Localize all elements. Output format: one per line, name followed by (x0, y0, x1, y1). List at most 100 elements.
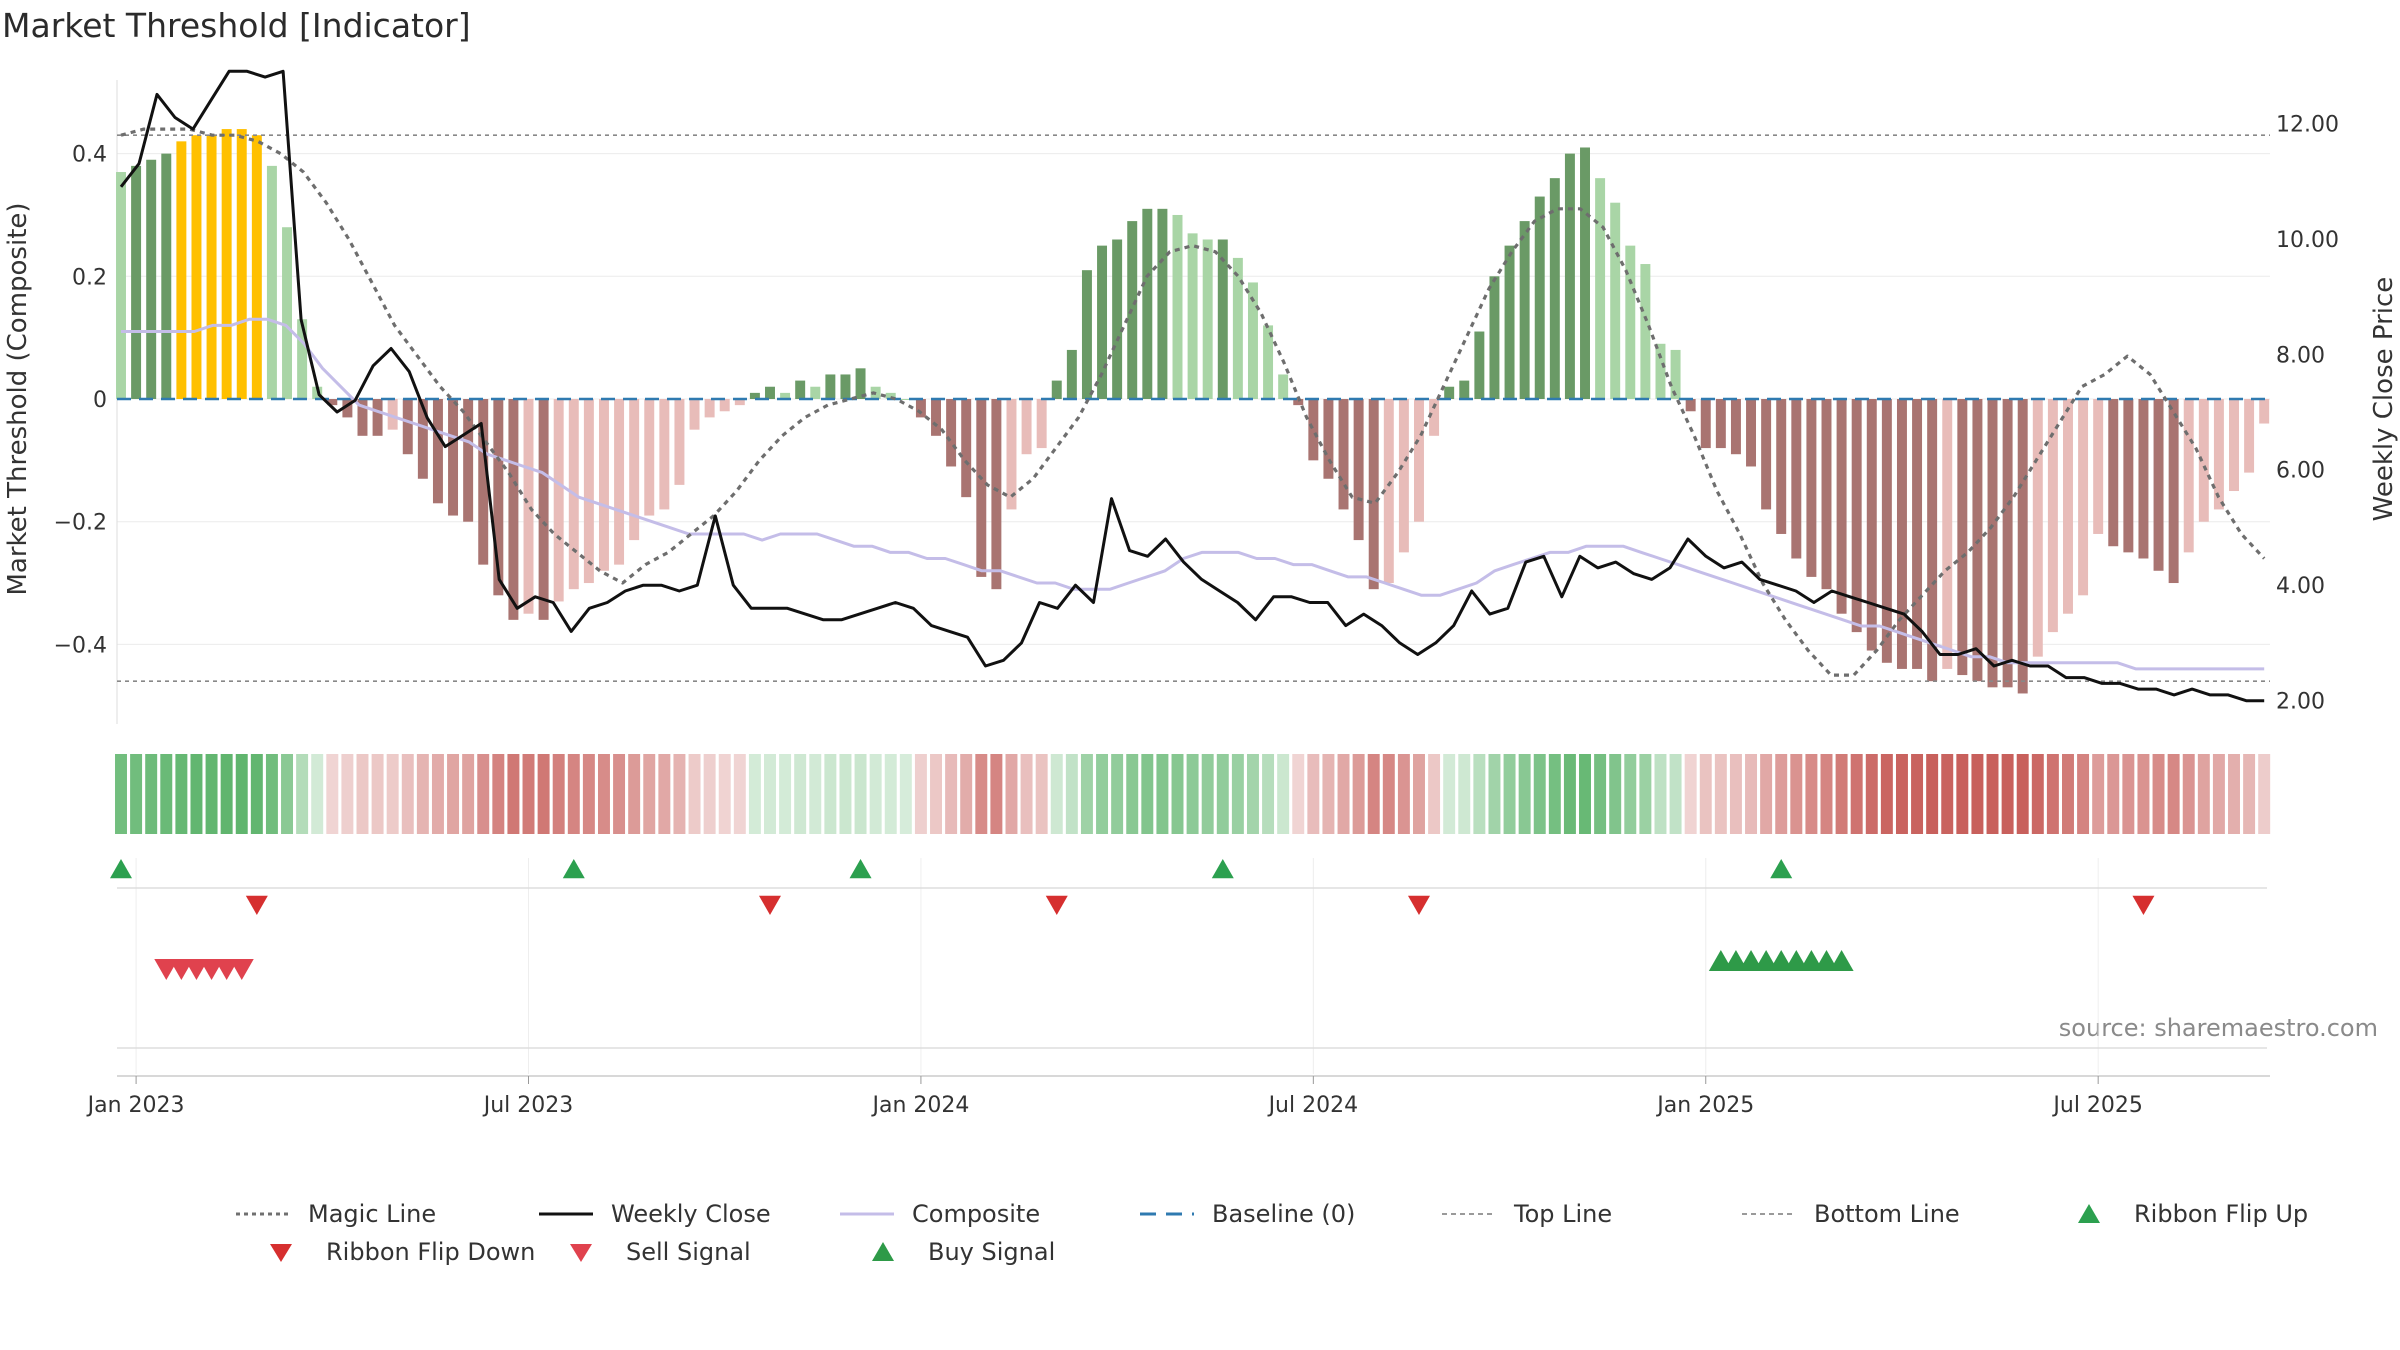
ribbon-cell (1367, 754, 1380, 834)
ribbon-cell (794, 754, 807, 834)
ribbon-cell (688, 754, 701, 834)
composite-bar (2078, 399, 2089, 596)
ribbon-flip-down-marker (2132, 895, 2155, 915)
ribbon-cell (2107, 754, 2120, 834)
ribbon-cell (2001, 754, 2014, 834)
ribbon-cell (1171, 754, 1184, 834)
legend-label: Baseline (0) (1212, 1200, 1356, 1228)
ribbon-cell (718, 754, 731, 834)
composite-bar (1112, 239, 1123, 399)
composite-bar (1836, 399, 1847, 614)
y-tick-label-right: 2.00 (2276, 690, 2325, 715)
buy-signal-marker (1799, 950, 1824, 971)
ribbon-cell (1714, 754, 1727, 834)
ribbon-cell (1186, 754, 1199, 834)
composite-bar (236, 129, 247, 400)
legend-item: Magic Line (232, 1196, 436, 1232)
ribbon-cell (1594, 754, 1607, 834)
ribbon-cell (1654, 754, 1667, 834)
ribbon-cell (1488, 754, 1501, 834)
composite-bar (1912, 399, 1923, 669)
legend-symbol-icon (1140, 1212, 1194, 1216)
sell-signal-marker (184, 959, 209, 980)
buy-signal-marker (1769, 950, 1794, 971)
composite-bar (2047, 399, 2058, 633)
composite-bar (297, 319, 308, 399)
ribbon-flip-up-marker (1770, 859, 1793, 879)
composite-bar (1474, 331, 1485, 399)
ribbon-cell (613, 754, 626, 834)
legend-label: Buy Signal (928, 1238, 1056, 1266)
ribbon-cell (1518, 754, 1531, 834)
ribbon-cell (1850, 754, 1863, 834)
ribbon-cell (1292, 754, 1305, 834)
composite-bar (1791, 399, 1802, 559)
composite-bar (387, 399, 398, 430)
composite-bar (2153, 399, 2164, 571)
composite-bar (780, 392, 791, 399)
composite-line (121, 317, 2265, 671)
composite-bar (1519, 221, 1530, 399)
ribbon-cell (733, 754, 746, 834)
ribbon-cell (809, 754, 822, 834)
ribbon-cell (1986, 754, 1999, 834)
ribbon-cell (1624, 754, 1637, 834)
composite-bar (1398, 399, 1409, 553)
ribbon-cell (1005, 754, 1018, 834)
ribbon-cell (1156, 754, 1169, 834)
ribbon-flip-up-marker (849, 859, 872, 879)
ribbon-cell (1141, 754, 1154, 834)
composite-bar (1685, 399, 1696, 412)
ribbon-flip-down-marker (1407, 895, 1430, 915)
composite-bar (1761, 399, 1772, 510)
ribbon-cell (1729, 754, 1742, 834)
magic-line (120, 127, 2266, 677)
ribbon-cell (1050, 754, 1063, 834)
composite-bar (885, 392, 896, 399)
composite-bar (176, 141, 187, 399)
composite-bar (598, 399, 609, 571)
ribbon-cell (1443, 754, 1456, 834)
composite-bar (1776, 399, 1787, 534)
sell-signal-marker (169, 959, 194, 980)
composite-bar (2229, 399, 2239, 492)
composite-bar (146, 159, 157, 399)
composite-bar (1549, 178, 1560, 399)
composite-bar (206, 135, 217, 399)
ribbon-cell (2167, 754, 2180, 834)
composite-bar (402, 399, 413, 455)
ribbon-cell (1382, 754, 1395, 834)
ribbon-cell (1533, 754, 1546, 834)
composite-bar (2123, 399, 2134, 553)
composite-bar (161, 153, 172, 399)
composite-bar (221, 129, 232, 400)
ribbon-cell (1096, 754, 1109, 834)
composite-bar (463, 399, 474, 522)
legend-symbol-icon (872, 1242, 894, 1261)
ribbon-cell (2243, 754, 2256, 834)
ribbon-cell (1473, 754, 1486, 834)
composite-bar (2168, 399, 2179, 584)
composite-bar (1580, 147, 1590, 399)
ribbon-cell (1911, 754, 1924, 834)
legend-symbol-icon (236, 1212, 290, 1216)
ribbon-cell (386, 754, 399, 834)
ribbon-cell (431, 754, 444, 834)
legend-item: Baseline (0) (1136, 1196, 1355, 1232)
ribbon-cell (250, 754, 263, 834)
ribbon-cell (2182, 754, 2195, 834)
composite-bar (2244, 399, 2255, 473)
ribbon-cell (975, 754, 988, 834)
ribbon-cell (1684, 754, 1697, 834)
ribbon-cell (311, 754, 324, 834)
composite-bar (795, 380, 806, 399)
ribbon-cell (854, 754, 867, 834)
composite-bar (493, 399, 504, 596)
ribbon-cell (220, 754, 233, 834)
composite-bar (116, 172, 126, 399)
composite-bar (1142, 208, 1153, 399)
ribbon-cell (1609, 754, 1622, 834)
y-axis-label-right: Weekly Close Price (2369, 277, 2399, 522)
legend-symbol-icon (270, 1244, 292, 1262)
ribbon-cell (1262, 754, 1275, 834)
